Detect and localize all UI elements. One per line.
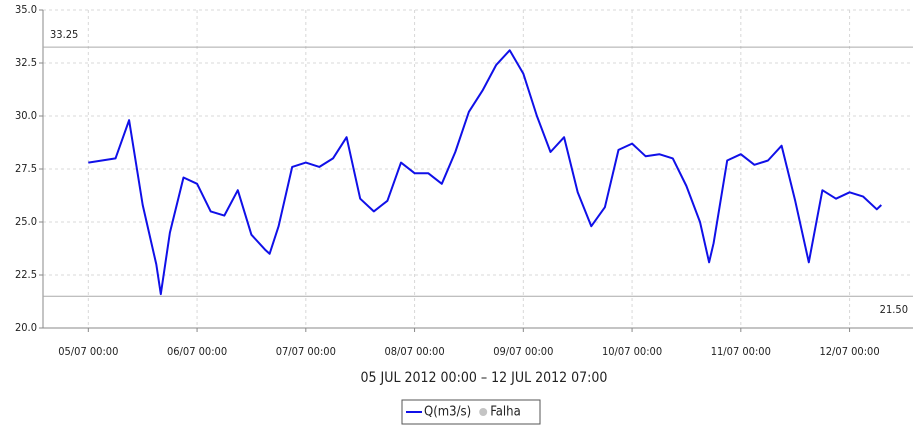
- y-tick-label: 32.5: [15, 56, 37, 69]
- legend-box: [401, 399, 541, 425]
- y-tick-label: 30.0: [15, 109, 37, 122]
- x-tick-label: 06/07 00:00: [167, 345, 227, 358]
- legend-label: Q(m3/s): [424, 405, 471, 420]
- y-tick-label: 25.0: [15, 215, 37, 228]
- y-tick-label: 35.0: [15, 3, 37, 16]
- legend-marker: [479, 408, 488, 416]
- legend-label: Falha: [490, 405, 521, 420]
- x-tick-label: 07/07 00:00: [276, 345, 336, 358]
- chart-subtitle: 05 JUL 2012 00:00 – 12 JUL 2012 07:00: [361, 370, 608, 386]
- x-tick-label: 09/07 00:00: [493, 345, 553, 358]
- x-tick-label: 08/07 00:00: [384, 345, 444, 358]
- series-line: [88, 49, 882, 296]
- x-tick-label: 12/07 00:00: [819, 345, 879, 358]
- x-tick-label: 05/07 00:00: [58, 345, 118, 358]
- reference-label: 21.50: [880, 303, 908, 316]
- x-tick-label: 11/07 00:00: [711, 345, 771, 358]
- y-tick-label: 27.5: [15, 162, 37, 175]
- y-tick-label: 22.5: [15, 268, 37, 281]
- x-tick-label: 10/07 00:00: [602, 345, 662, 358]
- reference-label: 33.25: [50, 28, 78, 41]
- y-tick-label: 20.0: [15, 321, 37, 334]
